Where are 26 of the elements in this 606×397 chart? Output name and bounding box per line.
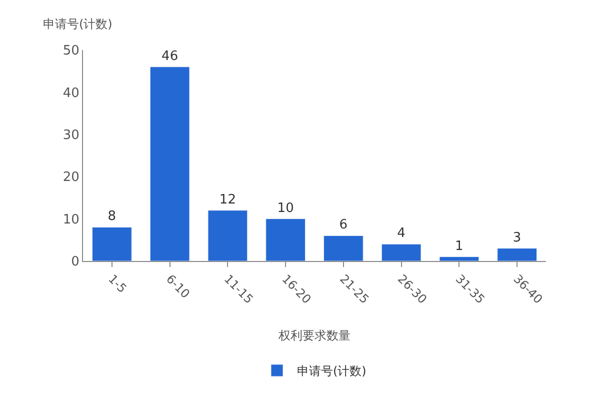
- bar: [439, 256, 480, 261]
- data-label: 6: [339, 218, 348, 233]
- x-tick-label: 1-5: [106, 272, 130, 296]
- bar: [92, 226, 132, 261]
- x-axis-title: 权利要求数量: [278, 328, 350, 342]
- y-tick-label: 0: [71, 254, 80, 270]
- data-label: 8: [108, 209, 116, 224]
- bar: [266, 218, 306, 261]
- bar: [150, 66, 190, 261]
- legend-label: 申请号(计数): [297, 364, 366, 378]
- bar: [497, 248, 537, 261]
- bar: [208, 210, 248, 261]
- data-label: 10: [277, 200, 294, 216]
- y-tick-label: 10: [62, 212, 80, 228]
- y-axis-title: 申请号(计数): [43, 17, 112, 31]
- y-tick-label: 50: [62, 44, 80, 59]
- bar: [381, 244, 422, 261]
- data-label: 1: [455, 238, 464, 254]
- bar: [324, 235, 364, 261]
- data-label: 46: [162, 48, 178, 64]
- data-label: 4: [397, 226, 406, 242]
- y-tick-label: 30: [62, 128, 80, 143]
- y-tick-label: 20: [62, 170, 80, 186]
- y-tick-label: 40: [62, 86, 80, 101]
- data-label: 3: [512, 230, 522, 246]
- data-label: 12: [219, 192, 236, 208]
